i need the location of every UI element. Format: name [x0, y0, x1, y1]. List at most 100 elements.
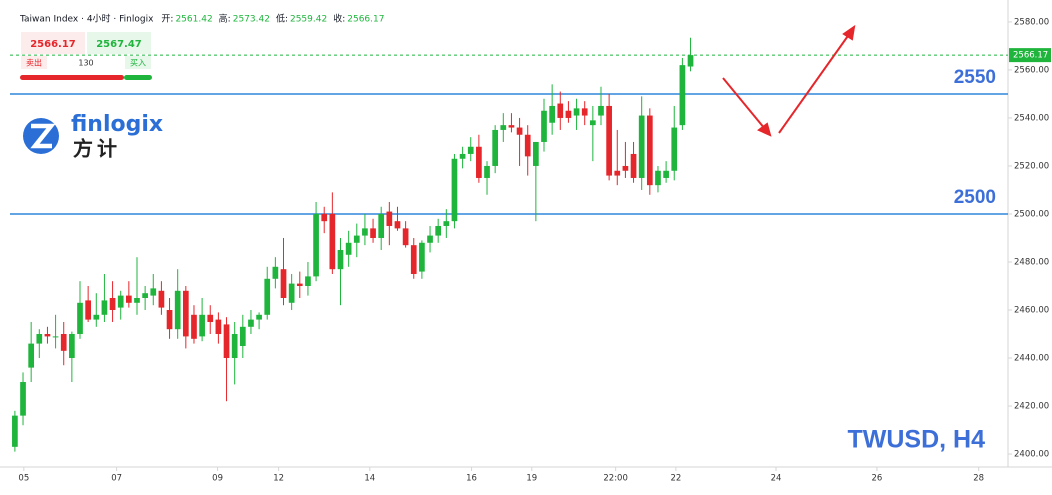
candle-body	[541, 110, 547, 142]
x-tick-label: 07	[111, 474, 122, 484]
candle-body	[646, 115, 653, 186]
header-field-value: 2566.17	[347, 15, 384, 25]
candle-body	[589, 120, 596, 126]
candle-body	[101, 300, 108, 315]
header-field-value: 2559.42	[290, 15, 327, 25]
level-label: 2500	[954, 187, 996, 208]
trade-widget: 2566.17 2567.47 卖出 130 买入	[20, 32, 152, 80]
y-tick-label: 2580.00	[1014, 17, 1049, 27]
candle-body	[598, 105, 604, 116]
candle-body	[419, 242, 425, 272]
candle-body	[565, 110, 572, 118]
header-field-label: 开:	[161, 14, 173, 25]
header-field-value: 2561.42	[175, 15, 212, 25]
y-tick-label: 2400.00	[1014, 450, 1049, 460]
candle-body	[378, 213, 385, 238]
candle-body	[134, 297, 140, 303]
candle-body	[28, 343, 35, 368]
candle-body	[125, 295, 132, 303]
candle-body	[386, 211, 393, 226]
candle-body	[117, 295, 124, 308]
candle-body	[451, 158, 458, 222]
candle-body	[85, 300, 91, 320]
candle-body	[199, 314, 205, 337]
last-price-label: 2566.17	[1013, 51, 1048, 61]
candle-body	[329, 213, 336, 270]
candle-body	[557, 103, 564, 118]
x-tick-label: 05	[18, 474, 29, 484]
header-field-label: 高:	[219, 13, 231, 25]
candle-body	[248, 319, 254, 327]
candle-body	[663, 170, 669, 178]
candle-body	[410, 245, 417, 274]
x-tick-label: 24	[771, 474, 782, 484]
candle-body	[166, 309, 173, 330]
x-tick-label: 28	[973, 474, 984, 484]
candle-body	[606, 105, 612, 176]
level-label: 2550	[954, 67, 996, 88]
candle-body	[109, 297, 116, 310]
plot	[10, 37, 1008, 452]
sell-label-box	[21, 56, 47, 69]
candle-body	[215, 319, 222, 335]
y-tick-label: 2560.00	[1014, 65, 1049, 75]
buy-box[interactable]	[87, 32, 151, 54]
candle-body	[313, 213, 319, 277]
candle-body	[158, 290, 165, 308]
candle-body	[402, 228, 409, 246]
sell-price: 2566.17	[30, 39, 76, 50]
arrow-head	[757, 122, 772, 137]
candle-body	[614, 170, 621, 176]
quantity[interactable]: 130	[78, 59, 93, 68]
candle-body	[207, 314, 214, 323]
y-tick-label: 2480.00	[1014, 257, 1049, 267]
candle-body	[150, 288, 157, 296]
candle-body	[191, 314, 197, 339]
candle-body	[655, 170, 661, 186]
candle-body	[223, 324, 230, 359]
candle-body	[305, 276, 311, 286]
candle-body	[93, 314, 100, 320]
candle-body	[337, 249, 344, 270]
y-tick-label: 2500.00	[1014, 209, 1049, 219]
candle-body	[476, 146, 482, 178]
candle-body	[20, 382, 26, 416]
candle-body	[142, 293, 148, 298]
candle-body	[427, 235, 433, 243]
candle-body	[467, 146, 474, 154]
candle-body	[256, 314, 262, 320]
y-tick-label: 2420.00	[1014, 402, 1049, 412]
candle-body	[280, 269, 287, 298]
sell-box[interactable]	[21, 32, 85, 54]
y-tick-label: 2540.00	[1014, 113, 1049, 123]
candle-body	[52, 336, 59, 338]
candle-body	[679, 65, 686, 126]
logo-name: finlogix	[71, 112, 163, 137]
candle-body	[622, 165, 629, 171]
candle-body	[44, 334, 51, 337]
candle-body	[573, 108, 580, 116]
y-tick-label: 2460.00	[1014, 305, 1049, 315]
x-tick-label: 12	[273, 474, 284, 484]
candle-body	[394, 221, 401, 229]
candle-body	[492, 129, 499, 166]
arrow-up	[778, 32, 851, 134]
last-price-tag	[1009, 48, 1051, 63]
candle-body	[60, 334, 67, 351]
candle-body	[459, 153, 466, 159]
arrow-down	[722, 77, 766, 130]
y-tick-label: 2440.00	[1014, 354, 1049, 364]
x-tick-label: 14	[364, 474, 375, 484]
arrow-head	[842, 24, 856, 41]
x-tick-label: 22:00	[603, 474, 628, 484]
candle-body	[288, 283, 295, 303]
candle-body	[500, 125, 507, 130]
candle-body	[272, 266, 279, 279]
candle-body	[182, 290, 189, 337]
candle-body	[638, 115, 645, 178]
buy-price: 2567.47	[96, 39, 142, 50]
candle-body	[353, 235, 360, 243]
x-tick-label: 26	[872, 474, 883, 484]
buy-label-box	[125, 56, 151, 69]
